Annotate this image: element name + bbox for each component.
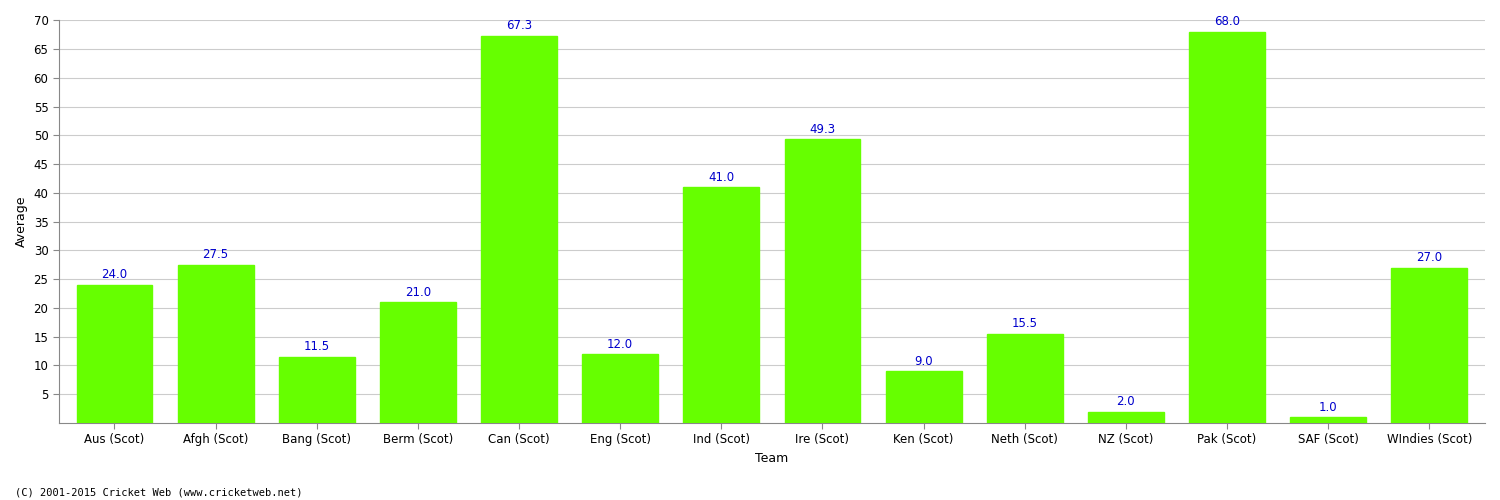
Bar (177, 265, 254, 423)
Text: 15.5: 15.5 (1013, 318, 1038, 330)
Text: 27.5: 27.5 (202, 248, 228, 262)
Bar (1392, 268, 1467, 423)
Bar (987, 334, 1062, 423)
X-axis label: Team: Team (756, 452, 789, 465)
Bar (1088, 412, 1164, 423)
Text: 12.0: 12.0 (608, 338, 633, 350)
Text: 11.5: 11.5 (303, 340, 330, 353)
Bar (482, 36, 556, 423)
Text: (C) 2001-2015 Cricket Web (www.cricketweb.net): (C) 2001-2015 Cricket Web (www.cricketwe… (15, 488, 303, 498)
Bar (684, 187, 759, 423)
Bar (885, 371, 962, 423)
Bar (1290, 418, 1366, 423)
Text: 27.0: 27.0 (1416, 251, 1443, 264)
Text: 41.0: 41.0 (708, 170, 735, 183)
Text: 24.0: 24.0 (102, 268, 128, 281)
Y-axis label: Average: Average (15, 196, 28, 248)
Bar (380, 302, 456, 423)
Text: 9.0: 9.0 (915, 355, 933, 368)
Bar (76, 285, 153, 423)
Bar (1190, 32, 1264, 423)
Bar (279, 357, 354, 423)
Bar (582, 354, 658, 423)
Text: 68.0: 68.0 (1214, 16, 1240, 28)
Text: 1.0: 1.0 (1318, 401, 1338, 414)
Text: 21.0: 21.0 (405, 286, 430, 299)
Bar (784, 140, 861, 423)
Text: 67.3: 67.3 (506, 20, 532, 32)
Text: 49.3: 49.3 (810, 123, 836, 136)
Text: 2.0: 2.0 (1116, 395, 1136, 408)
